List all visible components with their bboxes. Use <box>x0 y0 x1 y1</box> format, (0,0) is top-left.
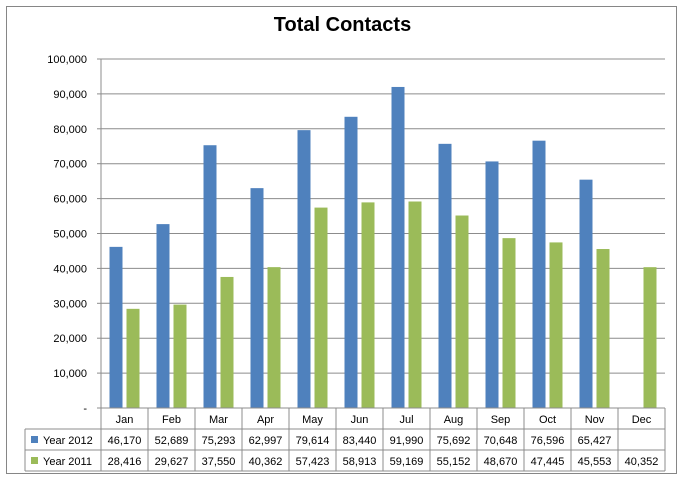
y-tick-label: 40,000 <box>53 263 87 275</box>
bar-year-2011 <box>267 267 281 408</box>
data-table-value: 75,293 <box>202 435 236 447</box>
y-tick-label: 90,000 <box>53 89 87 101</box>
y-tick-label: 100,000 <box>47 54 87 66</box>
bar-year-2011 <box>643 267 657 408</box>
x-tick-label: Aug <box>444 414 464 426</box>
bar-year-2011 <box>126 308 140 408</box>
y-tick-label: 60,000 <box>53 194 87 206</box>
x-tick-label: May <box>302 414 323 426</box>
y-tick-label: 80,000 <box>53 124 87 136</box>
x-tick-label: Mar <box>209 414 228 426</box>
x-tick-label: Jul <box>399 414 413 426</box>
data-table-value: 62,997 <box>249 435 283 447</box>
x-tick-label: Jun <box>351 414 369 426</box>
y-tick-label: 50,000 <box>53 229 87 241</box>
y-tick-label: 70,000 <box>53 159 87 171</box>
data-table-value: 40,352 <box>625 456 659 468</box>
data-table-value: 58,913 <box>343 456 377 468</box>
bar-year-2012 <box>250 188 264 408</box>
bar-year-2012 <box>344 116 358 408</box>
legend-swatch <box>31 436 38 443</box>
x-tick-label: Oct <box>539 414 556 426</box>
bar-year-2011 <box>549 242 563 408</box>
data-table-value: 40,362 <box>249 456 283 468</box>
bar-year-2011 <box>220 276 234 408</box>
bar-year-2012 <box>391 86 405 409</box>
data-table-value: 75,692 <box>437 435 471 447</box>
data-table-value: 37,550 <box>202 456 236 468</box>
bar-year-2012 <box>532 140 546 408</box>
y-tick-label: 10,000 <box>53 368 87 380</box>
bar-year-2012 <box>297 130 311 408</box>
x-tick-label: Apr <box>257 414 274 426</box>
data-table-value: 59,169 <box>390 456 424 468</box>
bar-year-2012 <box>109 246 123 408</box>
bar-year-2011 <box>502 238 516 408</box>
y-tick-label: 20,000 <box>53 333 87 345</box>
bar-year-2011 <box>314 207 328 408</box>
x-tick-label: Jan <box>116 414 134 426</box>
data-table-value: 46,170 <box>108 435 142 447</box>
bar-year-2011 <box>173 304 187 408</box>
data-table-value: 29,627 <box>155 456 189 468</box>
data-table-value: 57,423 <box>296 456 330 468</box>
legend-label: Year 2011 <box>43 456 92 468</box>
data-table-value: 83,440 <box>343 435 377 447</box>
bar-year-2011 <box>408 201 422 408</box>
data-table-value: 76,596 <box>531 435 565 447</box>
data-table-value: 70,648 <box>484 435 518 447</box>
data-table-value: 55,152 <box>437 456 471 468</box>
bar-year-2011 <box>361 202 375 408</box>
bar-year-2012 <box>438 143 452 409</box>
bar-year-2012 <box>156 224 170 408</box>
x-tick-label: Sep <box>491 414 511 426</box>
legend-label: Year 2012 <box>43 435 93 447</box>
bar-year-2011 <box>596 249 610 408</box>
x-tick-label: Nov <box>585 414 605 426</box>
y-tick-label: 30,000 <box>53 298 87 310</box>
y-tick-label: - <box>83 403 87 415</box>
data-table-value: 91,990 <box>390 435 424 447</box>
bar-year-2012 <box>485 161 499 408</box>
bar-year-2011 <box>455 215 469 408</box>
data-table-value: 79,614 <box>296 435 330 447</box>
chart-title: Total Contacts <box>273 14 412 36</box>
legend-swatch <box>31 457 38 464</box>
x-tick-label: Feb <box>162 414 181 426</box>
bar-year-2012 <box>579 179 593 408</box>
data-table-value: 65,427 <box>578 435 612 447</box>
data-table-value: 48,670 <box>484 456 518 468</box>
data-table-value: 28,416 <box>108 456 142 468</box>
x-tick-label: Dec <box>632 414 652 426</box>
data-table-value: 47,445 <box>531 456 565 468</box>
bar-year-2012 <box>203 145 217 409</box>
data-table-value: 52,689 <box>155 435 189 447</box>
data-table-value: 45,553 <box>578 456 612 468</box>
